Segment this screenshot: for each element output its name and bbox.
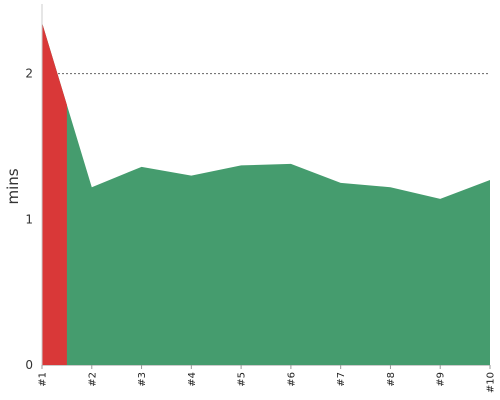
x-tick-label-9: #9 <box>436 372 447 387</box>
x-tick-label-6: #6 <box>286 372 297 387</box>
y-tick-label-1: 1 <box>25 212 33 226</box>
x-tick-label-3: #3 <box>137 372 148 387</box>
y-tick-labels: 0 1 2 <box>25 67 33 372</box>
area-fill <box>42 22 490 365</box>
y-tick-label-0: 0 <box>25 358 33 372</box>
x-tick-label-8: #8 <box>386 372 397 387</box>
y-tick-label-2: 2 <box>25 67 33 81</box>
x-tick-labels: #1 #2 #3 #4 #5 #6 #7 #8 #9 #10 <box>38 365 497 393</box>
x-tick-label-1: #1 <box>38 372 49 387</box>
x-tick-label-4: #4 <box>187 372 198 387</box>
x-tick-label-2: #2 <box>87 372 98 387</box>
axes <box>41 4 490 366</box>
x-tick-label-5: #5 <box>237 372 248 387</box>
area-series <box>42 22 490 365</box>
y-axis-title: mins <box>4 168 22 204</box>
x-tick-label-7: #7 <box>336 372 347 387</box>
x-tick-label-10: #10 <box>486 372 497 393</box>
highlight-segment <box>42 22 67 365</box>
